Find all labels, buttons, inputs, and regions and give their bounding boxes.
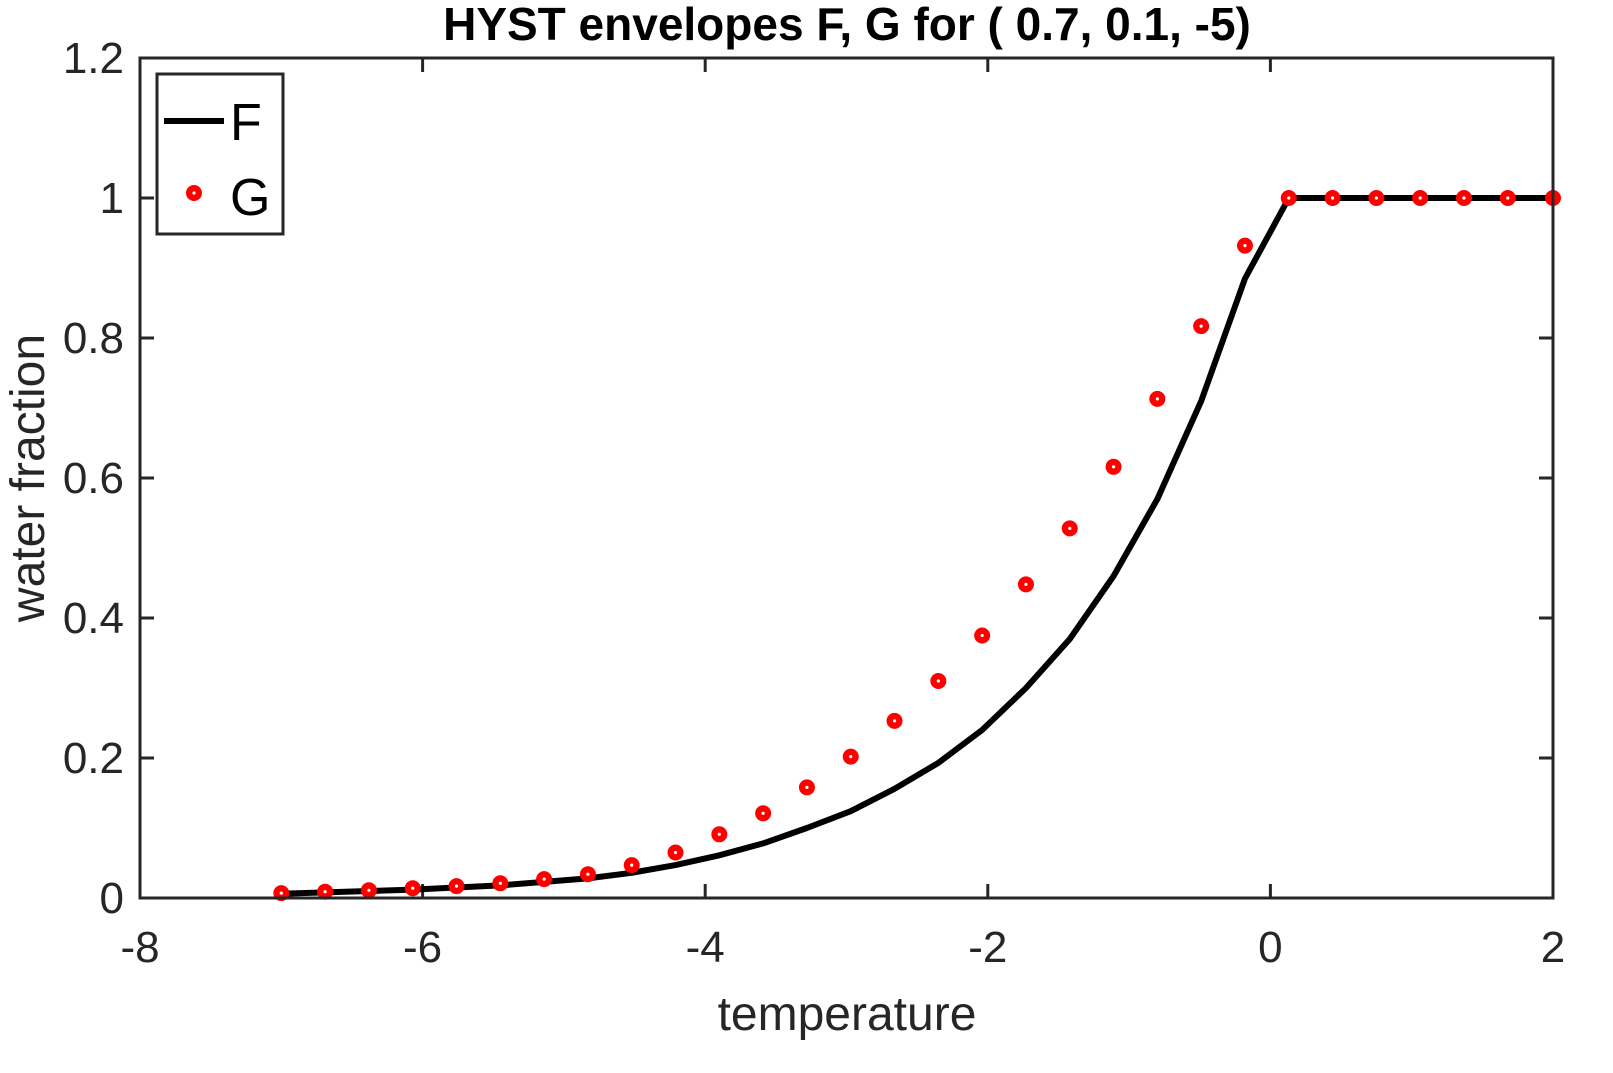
x-tick-label: -8 (120, 923, 159, 972)
series-g-point-center (980, 633, 984, 638)
series-g-point-center (1374, 196, 1378, 200)
series-g-point-center (586, 872, 590, 876)
series-g-point-center (1287, 196, 1291, 200)
series-g-point-center (1199, 324, 1203, 328)
series-g-point-center (630, 863, 634, 867)
x-tick-label: -4 (686, 923, 725, 972)
series-g-markers (273, 190, 1561, 902)
series-g-point-center (1155, 397, 1159, 401)
series-g-point-center (1068, 526, 1072, 531)
x-tick-label: -6 (403, 923, 442, 972)
x-axis-label: temperature (718, 988, 977, 1041)
y-tick-label: 0.6 (63, 454, 124, 503)
x-tick-label: -2 (968, 923, 1007, 972)
series-g-point-center (936, 679, 940, 683)
y-tick-label: 0.2 (63, 734, 124, 783)
chart-title: HYST envelopes F, G for ( 0.7, 0.1, -5) (443, 0, 1251, 50)
series-g-point-center (1418, 196, 1422, 200)
y-tick-label: 1.2 (63, 34, 124, 83)
series-g-point-center (279, 891, 283, 895)
legend: F G (155, 72, 285, 236)
legend-g-swatch-center (192, 191, 196, 195)
series-g-point-center (1506, 196, 1510, 200)
series-g-point-center (542, 877, 546, 881)
series-g-point-center (1111, 465, 1116, 469)
plot-frame (138, 56, 1555, 900)
y-tick-label: 0.8 (63, 314, 124, 363)
series-g-point-center (761, 811, 765, 815)
x-tick-label: 2 (1541, 923, 1565, 972)
series-g-point-center (323, 890, 327, 894)
y-tick-label: 0 (100, 874, 124, 923)
series-g-point-center (892, 719, 897, 723)
series-g-point-center (1330, 196, 1335, 200)
series-g-point-center (673, 850, 678, 855)
x-tick-label: 0 (1258, 923, 1282, 972)
series-g-point-center (1462, 196, 1466, 200)
legend-box (155, 72, 285, 236)
series-g-point-center (498, 881, 502, 885)
y-tick-label: 1 (100, 174, 124, 223)
legend-f-label: F (230, 94, 262, 152)
series-g-point-center (411, 886, 415, 890)
y-tick-label: 0.4 (63, 594, 124, 643)
series-g-point-center (717, 832, 721, 836)
series-g-point-center (454, 884, 459, 888)
legend-g-label: G (230, 169, 270, 227)
series-g-point-center (1024, 582, 1028, 587)
series-g-point-center (849, 755, 853, 759)
y-axis-label: water fraction (2, 334, 55, 623)
series-g-point-center (367, 888, 371, 892)
tick-labels: -8 -6 -4 -2 0 2 0 0.2 0.4 0.6 0.8 1 1.2 (63, 34, 1565, 972)
series-g-point-center (805, 785, 809, 790)
series-g-point-center (1243, 244, 1247, 248)
